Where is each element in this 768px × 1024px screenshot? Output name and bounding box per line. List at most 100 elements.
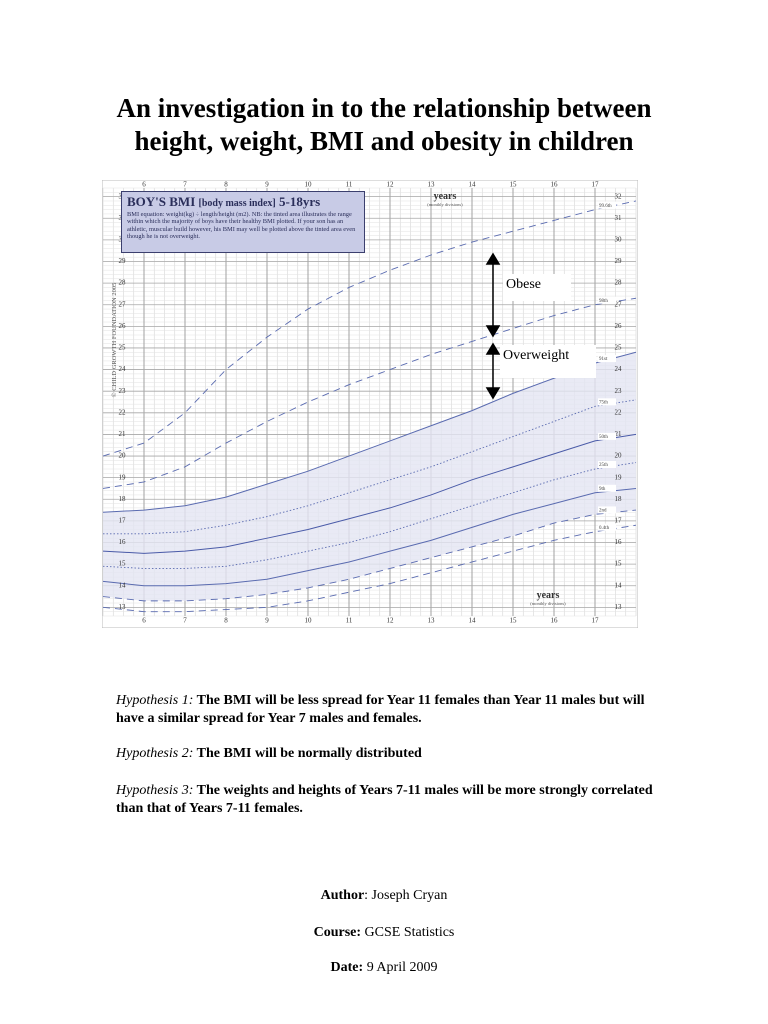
centile-label: 98th <box>599 299 608 304</box>
x-axis-label: years <box>434 191 457 202</box>
y-tick-label: 30 <box>615 235 623 243</box>
y-tick-label: 21 <box>615 430 623 438</box>
x-tick-label: 17 <box>592 617 600 625</box>
x-axis-note: (monthly divisions) <box>530 601 566 606</box>
title-line: height, weight, BMI and obesity in child… <box>134 126 634 156</box>
x-tick-label: 7 <box>183 181 187 189</box>
y-tick-label: 24 <box>119 365 127 373</box>
legend-bg <box>598 355 616 363</box>
centile-line <box>102 487 637 587</box>
x-tick-label: 8 <box>224 181 228 189</box>
title-line: An investigation in to the relationship … <box>116 93 652 123</box>
x-axis-label: years <box>537 590 560 601</box>
centile-line <box>102 297 637 489</box>
overweight-arrow <box>485 342 501 400</box>
y-tick-label: 21 <box>119 430 127 438</box>
legend-bg <box>598 432 616 440</box>
y-tick-label: 13 <box>615 603 623 611</box>
hypothesis-text: The BMI will be less spread for Year 11 … <box>116 693 645 726</box>
obese-arrow <box>485 252 501 338</box>
centile-label: 50th <box>599 435 608 440</box>
centile-label: 99.6th <box>599 204 612 209</box>
y-tick-label: 19 <box>119 473 127 481</box>
centile-label: 25th <box>599 463 608 468</box>
centile-label: 75th <box>599 400 608 405</box>
x-tick-label: 12 <box>387 181 395 189</box>
y-tick-label: 25 <box>119 344 127 352</box>
hypothesis-label: Hypothesis 2 <box>116 746 189 761</box>
y-tick-label: 20 <box>119 452 127 460</box>
y-tick-label: 31 <box>615 214 623 222</box>
meta-value: : Joseph Cryan <box>364 888 448 903</box>
hypothesis-label: Hypothesis 3: <box>116 783 194 798</box>
y-tick-label: 22 <box>119 408 127 416</box>
legend-bg <box>598 523 616 531</box>
y-tick-label: 18 <box>119 495 127 503</box>
x-tick-label: 13 <box>428 181 436 189</box>
hypothesis-label: Hypothesis 1: <box>116 693 194 708</box>
x-tick-label: 11 <box>346 181 353 189</box>
title: An investigation in to the relationship … <box>0 92 768 158</box>
y-tick-label: 18 <box>615 495 623 503</box>
x-tick-label: 14 <box>469 181 477 189</box>
y-tick-label: 26 <box>615 322 623 330</box>
y-tick-label: 16 <box>615 538 623 546</box>
y-tick-label: 28 <box>119 279 127 287</box>
centile-label: 91st <box>599 357 608 362</box>
centile-label: 0.4th <box>599 526 610 531</box>
centile-label: 2nd <box>599 509 607 514</box>
y-tick-label: 29 <box>119 257 127 265</box>
centile-line <box>102 509 637 602</box>
y-tick-label: 14 <box>615 581 623 589</box>
bmi-chart: 6 6 7 7 8 8 9 9 10 10 11 11 12 12 13 13 14 14 15 15 16 16 17 17… <box>102 180 638 628</box>
x-axis-note: (monthly divisions) <box>427 202 463 207</box>
y-tick-label: 32 <box>615 192 623 200</box>
x-tick-label: 16 <box>551 617 559 625</box>
y-tick-label: 14 <box>119 581 127 589</box>
hypothesis-text: The BMI will be normally distributed <box>196 746 422 761</box>
date: Date: 9 April 2009 <box>0 960 768 976</box>
y-tick-label: 23 <box>615 387 623 395</box>
meta-value: GCSE Statistics <box>364 925 455 940</box>
x-tick-label: 15 <box>510 181 518 189</box>
y-tick-label: 26 <box>119 322 127 330</box>
y-tick-label: 15 <box>119 560 127 568</box>
x-tick-label: 10 <box>305 181 313 189</box>
plot <box>102 200 637 613</box>
info-box: BOY'S BMI [body mass index] 5-18yrs BMI … <box>121 191 365 253</box>
meta-value: 9 April 2009 <box>366 960 438 975</box>
info-text: BMI equation: weight(kg) ÷ length/height… <box>127 211 356 241</box>
y-tick-label: 23 <box>119 387 127 395</box>
x-tick-label: 8 <box>224 617 228 625</box>
y-tick-label: 17 <box>119 516 127 524</box>
centile-line <box>102 200 637 457</box>
y-tick-label: 25 <box>615 344 623 352</box>
legend-bg <box>598 484 616 492</box>
x-tick-label: 6 <box>142 181 146 189</box>
x-tick-label: 9 <box>265 181 269 189</box>
y-tick-label: 27 <box>615 300 623 308</box>
x-tick-label: 12 <box>387 617 395 625</box>
y-tick-label: 27 <box>119 300 127 308</box>
x-tick-label: 16 <box>551 181 559 189</box>
centile-line <box>103 399 637 535</box>
y-tick-label: 20 <box>615 452 623 460</box>
y-tick-label: 22 <box>615 408 623 416</box>
y-tick-label: 28 <box>615 279 623 287</box>
info-title-range: 5-18yrs <box>279 194 321 209</box>
legend-bg <box>598 506 616 514</box>
legend-bg <box>598 461 616 469</box>
x-tick-label: 11 <box>346 617 353 625</box>
author: Author: Joseph Cryan <box>0 888 768 904</box>
info-title: BOY'S BMI <box>127 194 196 209</box>
centile-line <box>102 351 637 513</box>
y-tick-label: 16 <box>119 538 127 546</box>
hypothesis-text: The weights and heights of Years 7-11 ma… <box>116 783 653 816</box>
annotation: Overweight <box>500 345 596 378</box>
info-title-small: [body mass index] <box>198 198 276 209</box>
copyright: © CHILD GROWTH FOUNDATION 2005 <box>111 283 118 398</box>
hypothesis: Hypothesis 2: The BMI will be normally d… <box>116 745 656 763</box>
centile-line <box>102 433 637 554</box>
legend-bg <box>598 296 616 304</box>
